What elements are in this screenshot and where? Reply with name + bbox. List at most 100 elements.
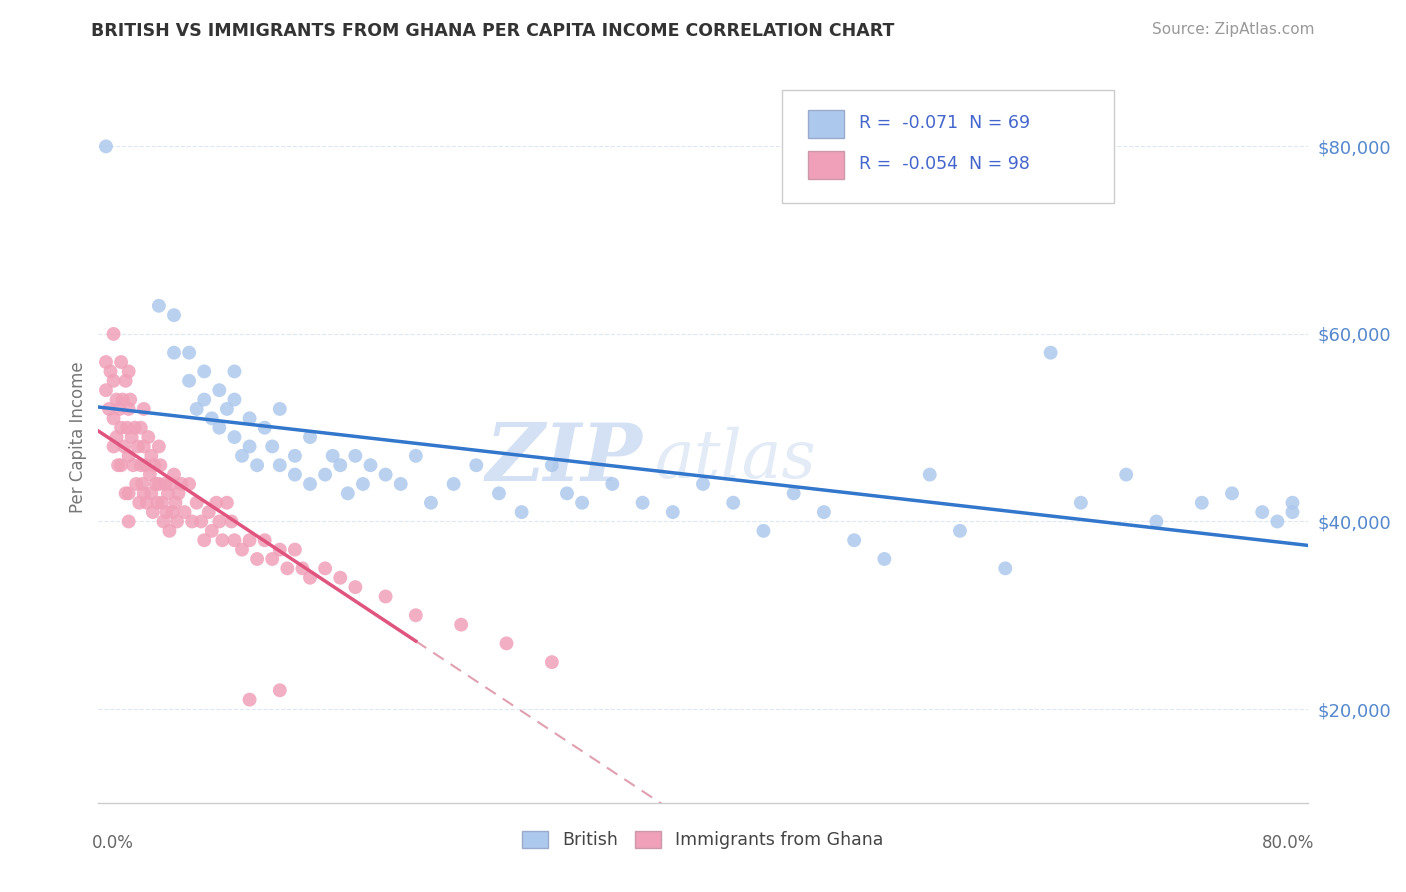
Point [1251, 505, 1274, 519]
Bar [808, 110, 845, 138]
Point [510, 505, 533, 519]
Point [602, 477, 624, 491]
Point [110, 420, 132, 434]
Point [208, 383, 231, 397]
Point [201, 524, 224, 538]
Point [120, 392, 142, 407]
Point [132, 486, 155, 500]
Point [443, 477, 465, 491]
Point [159, 524, 181, 538]
Point [1039, 345, 1062, 359]
Text: 0.0%: 0.0% [91, 834, 134, 852]
FancyBboxPatch shape [782, 90, 1114, 203]
Point [239, 411, 262, 425]
Point [167, 486, 190, 500]
Point [166, 515, 188, 529]
Point [162, 505, 184, 519]
Point [465, 458, 488, 473]
Point [631, 496, 654, 510]
Point [111, 392, 134, 407]
Point [110, 458, 132, 473]
Point [405, 608, 427, 623]
Point [118, 364, 141, 378]
Point [276, 561, 298, 575]
Point [129, 420, 152, 434]
Point [132, 440, 155, 454]
Point [132, 401, 155, 416]
Point [269, 458, 291, 473]
Point [193, 533, 215, 548]
Point [105, 392, 128, 407]
Point [555, 486, 578, 500]
Point [692, 477, 714, 491]
Text: R =  -0.054  N = 98: R = -0.054 N = 98 [859, 155, 1029, 173]
Point [918, 467, 941, 482]
Point [405, 449, 427, 463]
Point [135, 496, 157, 510]
Point [329, 571, 352, 585]
Point [165, 496, 187, 510]
Point [150, 496, 173, 510]
Point [105, 430, 128, 444]
Point [94, 355, 117, 369]
Point [336, 486, 359, 500]
Point [139, 467, 162, 482]
Point [488, 486, 510, 500]
Point [1281, 505, 1303, 519]
Point [103, 440, 125, 454]
Point [136, 430, 159, 444]
Point [160, 477, 183, 491]
Point [107, 458, 129, 473]
Point [94, 383, 117, 397]
Text: 80.0%: 80.0% [1263, 834, 1315, 852]
Point [142, 505, 165, 519]
Point [181, 515, 204, 529]
Point [179, 374, 201, 388]
Text: Source: ZipAtlas.com: Source: ZipAtlas.com [1152, 22, 1315, 37]
Point [269, 542, 291, 557]
Point [124, 420, 146, 434]
Point [540, 655, 562, 669]
Point [114, 374, 136, 388]
Point [215, 496, 238, 510]
Point [211, 533, 233, 548]
Point [284, 449, 307, 463]
Point [163, 467, 186, 482]
Point [193, 392, 215, 407]
Point [224, 430, 246, 444]
Point [231, 449, 253, 463]
Point [224, 533, 246, 548]
Point [374, 467, 396, 482]
Point [131, 477, 153, 491]
Point [103, 411, 125, 425]
Legend: British, Immigrants from Ghana: British, Immigrants from Ghana [516, 823, 890, 856]
Point [783, 486, 806, 500]
Point [1267, 515, 1289, 529]
Point [224, 364, 246, 378]
Point [115, 420, 138, 434]
Point [752, 524, 775, 538]
Point [284, 467, 307, 482]
Point [253, 533, 276, 548]
Point [221, 515, 243, 529]
Point [1281, 496, 1303, 510]
Point [1144, 515, 1167, 529]
Point [146, 496, 169, 510]
Point [253, 420, 276, 434]
Point [314, 561, 336, 575]
Point [201, 411, 224, 425]
Point [179, 477, 201, 491]
Point [114, 486, 136, 500]
Point [205, 496, 228, 510]
Point [1070, 496, 1092, 510]
Point [269, 401, 291, 416]
Point [284, 542, 307, 557]
Point [215, 401, 238, 416]
Point [231, 542, 253, 557]
Point [949, 524, 972, 538]
Y-axis label: Per Capita Income: Per Capita Income [69, 361, 87, 513]
Point [197, 505, 219, 519]
Point [112, 440, 135, 454]
Point [149, 458, 172, 473]
Bar [808, 151, 845, 179]
